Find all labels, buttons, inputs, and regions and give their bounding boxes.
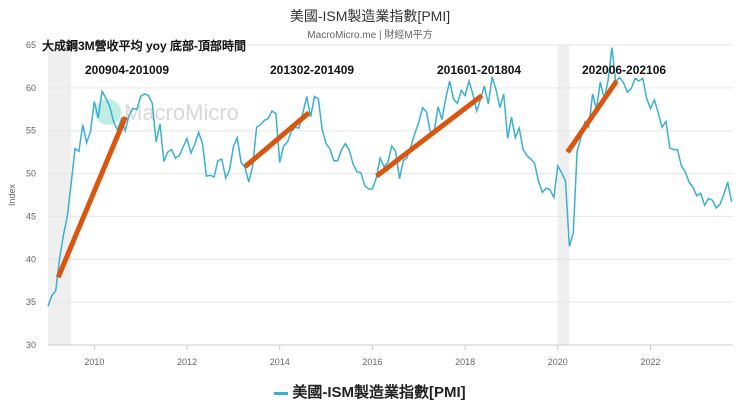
watermark: MacroMicro [124, 100, 239, 125]
y-tick-label: 40 [26, 254, 36, 264]
y-tick-label: 55 [26, 126, 36, 136]
y-tick-label: 50 [26, 169, 36, 179]
x-tick-label: 2016 [362, 357, 382, 367]
y-tick-label: 65 [26, 40, 36, 50]
y-axis-title: Index [7, 183, 17, 206]
recession-band [48, 45, 72, 345]
chart-title: 美國-ISM製造業指數[PMI] [289, 8, 451, 24]
annotation-trend-line [243, 110, 311, 169]
legend-item[interactable]: 美國-ISM製造業指數[PMI] [0, 381, 740, 402]
pmi-series-line [47, 47, 733, 307]
x-tick-label: 2010 [84, 357, 104, 367]
annotation-label: 200904-201009 [85, 63, 169, 77]
annotation-label: 201302-201409 [270, 63, 354, 77]
x-tick-label: 2018 [455, 357, 475, 367]
x-tick-label: 2022 [640, 357, 660, 367]
annotation-trend-line [375, 93, 484, 179]
watermark-logo [95, 99, 121, 125]
recession-band [557, 45, 570, 345]
x-tick-label: 2014 [270, 357, 290, 367]
y-tick-label: 30 [26, 340, 36, 350]
y-tick-label: 60 [26, 83, 36, 93]
x-tick-label: 2020 [548, 357, 568, 367]
y-tick-label: 35 [26, 297, 36, 307]
annotation-trend-line [565, 79, 619, 154]
annotation-title: 大成鋼3M營收平均 yoy 底部-頂部時間 [42, 38, 246, 53]
annotation-trend-line [55, 116, 128, 279]
legend-label: 美國-ISM製造業指數[PMI] [292, 384, 466, 401]
y-tick-label: 45 [26, 211, 36, 221]
annotation-label: 201601-201804 [437, 63, 521, 77]
x-tick-label: 2012 [177, 357, 197, 367]
annotation-label: 202006-202106 [582, 63, 666, 77]
chart-subtitle: MacroMicro.me | 財經M平方 [307, 30, 433, 41]
legend-swatch [274, 391, 289, 395]
